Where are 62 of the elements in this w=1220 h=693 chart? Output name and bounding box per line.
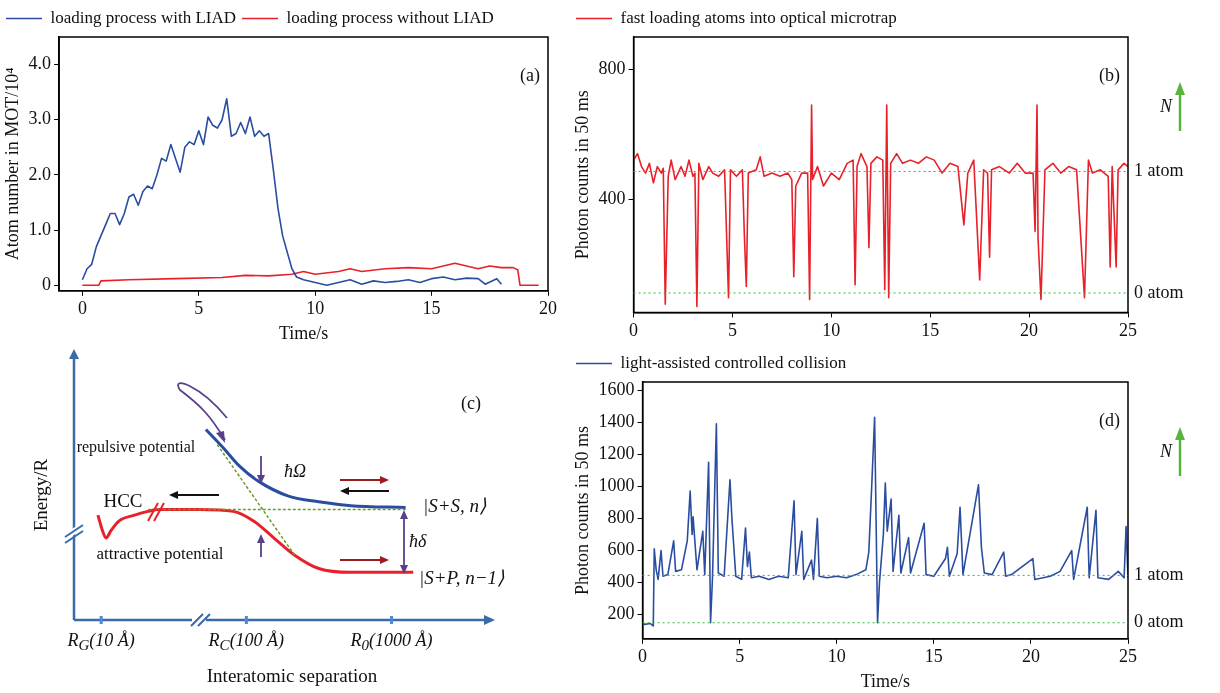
x-tick-label: 15 xyxy=(924,646,943,667)
legend-label: light-assisted controlled collision xyxy=(620,352,847,372)
x-tick-label: R$_{C}$(100 Å) xyxy=(208,629,285,654)
ref-line-label: 0 atom xyxy=(1134,611,1184,632)
annotation: ħΩ xyxy=(284,461,307,481)
legend-label: loading process without LIAD xyxy=(286,7,494,27)
text: (c) xyxy=(461,393,481,413)
y-tick-label: 400 xyxy=(598,187,626,208)
y-tick-label: 1400 xyxy=(598,410,635,431)
y-tick-label: 2.0 xyxy=(28,163,52,184)
annotation: repulsive potential xyxy=(76,438,196,455)
x-tick-label: 20 xyxy=(539,298,557,319)
legend-label: fast loading atoms into optical microtrap xyxy=(620,7,897,27)
y-tick-label: 0 xyxy=(42,274,52,295)
x-tick-label: 0 xyxy=(638,646,648,667)
annotation: |S+P, n−1⟩ xyxy=(419,566,505,588)
y-tick-label: 800 xyxy=(598,58,626,79)
y-tick-label: 400 xyxy=(607,571,635,592)
y-tick-label: 3.0 xyxy=(28,108,52,129)
x-axis-title: Interatomic separation xyxy=(206,664,378,686)
y-tick-label: 800 xyxy=(607,507,635,528)
x-tick-label: 15 xyxy=(921,319,940,340)
y-tick-label: 600 xyxy=(607,539,635,560)
y-tick-label: 4.0 xyxy=(28,53,52,74)
y-tick-label: 1200 xyxy=(598,442,635,463)
text: N xyxy=(1158,440,1173,461)
y-axis-title: Photon counts in 50 ms xyxy=(571,90,592,260)
annotation: (d) xyxy=(1099,409,1120,431)
x-tick-label: 25 xyxy=(1119,319,1137,340)
x-tick-label: 10 xyxy=(827,646,846,667)
annotation: ħδ xyxy=(409,531,427,551)
y-axis-title: Atom number in MOT/10⁴ xyxy=(1,67,22,261)
x-tick-label: 5 xyxy=(194,298,204,319)
legend-label: loading process with LIAD xyxy=(50,7,237,27)
annotation: (b) xyxy=(1099,64,1120,86)
annotation: (a) xyxy=(520,64,540,86)
x-tick-label: R$_{0}$(1000 Å) xyxy=(350,629,433,654)
y-axis-title: Energy/R xyxy=(29,458,51,532)
x-tick-label: 10 xyxy=(306,298,325,319)
x-tick-label: 20 xyxy=(1020,319,1039,340)
x-tick-label: 10 xyxy=(822,319,841,340)
x-tick-label: 15 xyxy=(422,298,441,319)
annotation: |S+S, n⟩ xyxy=(423,494,487,516)
annotation: HCC xyxy=(103,489,143,511)
ref-line-label: 0 atom xyxy=(1134,281,1184,302)
ref-line-label: 1 atom xyxy=(1134,564,1184,585)
x-tick-label: 5 xyxy=(727,319,737,340)
x-tick-label: 5 xyxy=(735,646,745,667)
x-tick-label: 20 xyxy=(1021,646,1040,667)
y-axis-title: Photon counts in 50 ms xyxy=(571,425,592,595)
annotation: attractive potential xyxy=(96,543,224,563)
x-tick-label: 25 xyxy=(1119,646,1137,667)
y-tick-label: 1000 xyxy=(598,475,635,496)
x-tick-label: 0 xyxy=(77,298,87,319)
x-axis-title: Time/s xyxy=(860,670,910,691)
y-tick-label: 1.0 xyxy=(28,218,52,239)
text: N xyxy=(1158,95,1173,116)
x-tick-label: R$_{G}$(10 Å) xyxy=(67,629,135,654)
y-tick-label: 200 xyxy=(607,603,635,624)
ref-line-label: 1 atom xyxy=(1134,160,1184,181)
y-tick-label: 1600 xyxy=(598,378,635,399)
x-axis-title: Time/s xyxy=(278,322,329,343)
